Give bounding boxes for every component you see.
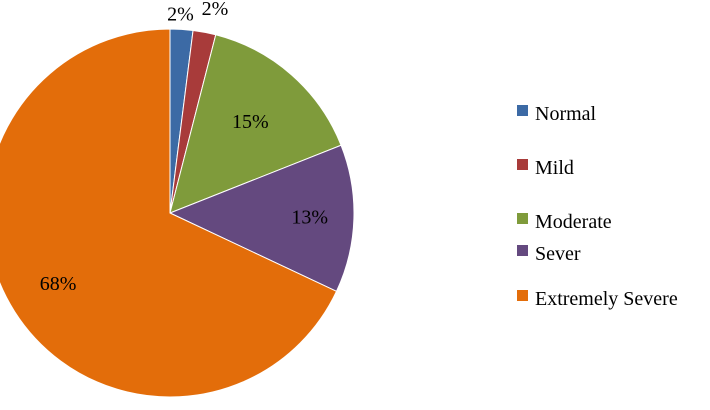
legend-label-extremely-severe: Extremely Severe [535, 288, 678, 310]
legend-label-normal: Normal [535, 103, 597, 125]
legend-label-mild: Mild [535, 157, 574, 179]
data-label-extremely-severe: 68% [40, 273, 77, 295]
pie-data-labels: 2% 2% 15% 13% 68% [40, 0, 328, 295]
data-label-sever: 13% [291, 206, 328, 228]
legend-item-moderate: Moderate [517, 211, 612, 233]
pie-slice-moderate [169, 34, 342, 214]
legend-item-normal: Normal [517, 103, 597, 125]
legend-swatch-sever [517, 245, 528, 256]
legend-label-moderate: Moderate [535, 211, 612, 233]
legend-item-sever: Sever [517, 243, 581, 265]
pie-slice-sever [168, 144, 355, 293]
legend-swatch-moderate [517, 213, 528, 224]
data-label-mild: 2% [202, 0, 229, 20]
data-label-normal: 2% [167, 4, 194, 26]
legend-swatch-mild [517, 159, 528, 170]
pie-slice-extremely-severe [0, 28, 338, 398]
legend-swatch-normal [517, 105, 528, 116]
data-label-moderate: 15% [232, 111, 269, 133]
legend-label-sever: Sever [535, 243, 581, 265]
pie-slices [0, 28, 355, 398]
legend-swatch-extremely-severe [517, 290, 528, 301]
legend-item-mild: Mild [517, 157, 574, 179]
legend: Normal Mild Moderate Sever Extremely Severe [517, 103, 678, 310]
legend-item-extremely-severe: Extremely Severe [517, 288, 678, 310]
